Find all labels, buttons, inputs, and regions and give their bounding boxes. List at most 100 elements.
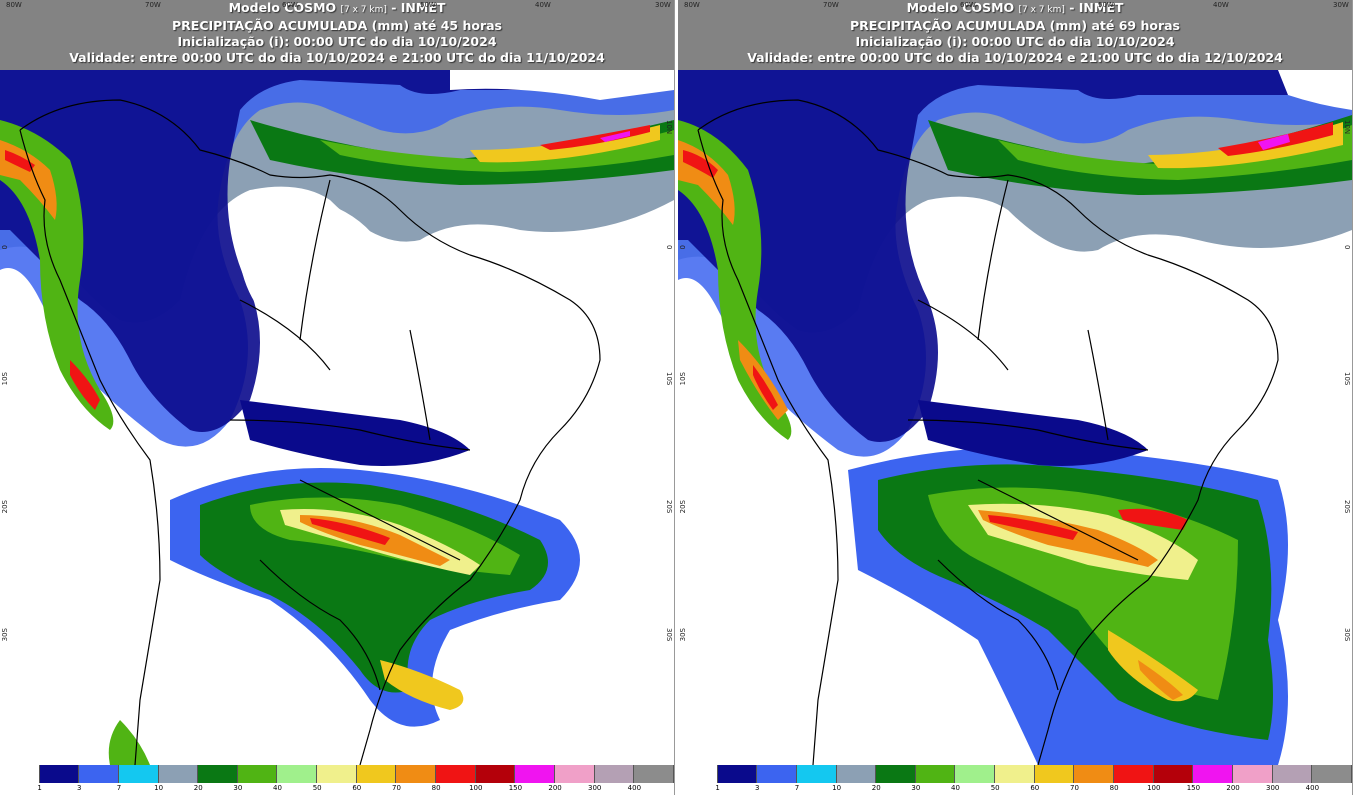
- legend-swatch: [678, 765, 718, 783]
- legend-swatch: [237, 765, 278, 783]
- legend-swatch: [1074, 765, 1115, 783]
- lat-label: 30S: [665, 628, 673, 642]
- map-header-45h: Modelo COSMO [7 x 7 km] - INMET PRECIPIT…: [0, 0, 674, 70]
- lat-label: 0: [665, 245, 673, 250]
- lat-label: 0: [1343, 245, 1351, 250]
- legend-swatch: [955, 765, 996, 783]
- legend-swatch: [634, 765, 674, 783]
- initialization-text: Inicialização (i): 00:00 UTC do dia 10/1…: [177, 34, 497, 49]
- legend-tick-label: 400: [1305, 784, 1320, 792]
- legend-tick-label: 1: [37, 784, 42, 792]
- legend-tick-label: 60: [1030, 784, 1040, 792]
- lat-label: 30S: [1, 628, 9, 642]
- legend-swatch: [1034, 765, 1075, 783]
- legend-tick-label: 200: [1226, 784, 1240, 792]
- legend-swatch: [475, 765, 516, 783]
- legend-swatch: [515, 765, 555, 783]
- initialization-text: Inicialização (i): 00:00 UTC do dia 10/1…: [855, 34, 1175, 49]
- legend-tick-label: 70: [1070, 784, 1079, 792]
- legend-tick-label: 10: [154, 784, 164, 792]
- lat-label: 30S: [1343, 628, 1351, 642]
- validity-text: Validade: entre 00:00 UTC do dia 10/10/2…: [747, 50, 1283, 65]
- lon-label: 30W: [655, 1, 671, 9]
- legend-swatch: [0, 765, 40, 783]
- model-name: Modelo COSMO: [906, 0, 1015, 15]
- lon-label: 60W: [960, 1, 976, 9]
- legend-swatch: [757, 765, 797, 783]
- legend-tick-label: 150: [508, 784, 523, 792]
- legend-tick-label: 50: [990, 784, 1000, 792]
- color-legend: 1 3 7 10 20 30 40 50 60 70 80 100 150 200 300 400: [678, 765, 1352, 795]
- country-borders: [19, 99, 601, 765]
- lat-label: 20S: [1, 500, 9, 514]
- legend-tick-label: 30: [911, 784, 921, 792]
- legend-tick-label: 10: [832, 784, 842, 792]
- legend-swatch: [356, 765, 397, 783]
- legend-tick-label: 3: [77, 784, 82, 792]
- legend-swatch: [1232, 765, 1273, 783]
- legend-tick-label: 50: [312, 784, 322, 792]
- legend-swatches: [678, 765, 1352, 783]
- lon-label: 40W: [535, 1, 551, 9]
- legend-tick-label: 300: [1266, 784, 1280, 792]
- lon-label: 80W: [6, 1, 22, 9]
- lon-label: 50W: [1098, 1, 1114, 9]
- legend-swatch: [594, 765, 635, 783]
- lon-label: 50W: [420, 1, 436, 9]
- legend-tick-label: 100: [1147, 784, 1161, 792]
- legend-swatch: [198, 765, 238, 783]
- lon-label: 70W: [823, 1, 839, 9]
- model-resolution: [7 x 7 km]: [340, 5, 387, 15]
- rain-band-itcz: [250, 120, 674, 185]
- legend-tick-label: 80: [1109, 784, 1119, 792]
- legend-ticks: 1 3 7 10 20 30 40 50 60 70 80 100 150 200 300 400: [0, 784, 674, 794]
- model-name: Modelo COSMO: [228, 0, 337, 15]
- map-panel-45h: Modelo COSMO [7 x 7 km] - INMET PRECIPIT…: [0, 0, 675, 795]
- legend-swatch: [915, 765, 956, 783]
- legend-tick-label: 3: [755, 784, 760, 792]
- legend-swatch: [995, 765, 1035, 783]
- model-source: - INMET: [391, 0, 446, 15]
- lat-label: 20S: [679, 500, 687, 514]
- legend-tick-label: 20: [193, 784, 203, 792]
- legend-swatch: [1114, 765, 1154, 783]
- legend-swatch: [1312, 765, 1352, 783]
- lon-label: 70W: [145, 1, 161, 9]
- lat-label: 20S: [665, 500, 673, 514]
- legend-tick-label: 100: [469, 784, 483, 792]
- legend-swatch: [118, 765, 159, 783]
- legend-ticks: 1 3 7 10 20 30 40 50 60 70 80 100 150 200 300 400: [678, 784, 1352, 794]
- legend-swatch: [1193, 765, 1233, 783]
- legend-swatch: [317, 765, 357, 783]
- color-legend: 1 3 7 10 20 30 40 50 60 70 80 100 150 200 300 400: [0, 765, 674, 795]
- precipitation-map-69h: [678, 0, 1352, 765]
- legend-tick-label: 300: [588, 784, 602, 792]
- legend-tick-label: 40: [273, 784, 282, 792]
- legend-swatch: [79, 765, 119, 783]
- legend-swatches: [0, 765, 674, 783]
- legend-tick-label: 70: [392, 784, 401, 792]
- legend-swatch: [796, 765, 837, 783]
- model-source: - INMET: [1069, 0, 1124, 15]
- lon-label: 40W: [1213, 1, 1229, 9]
- lat-label: 10S: [1343, 372, 1351, 386]
- legend-swatch: [39, 765, 80, 783]
- lat-label: 10N: [665, 120, 673, 135]
- map-header-69h: Modelo COSMO [7 x 7 km] - INMET PRECIPIT…: [678, 0, 1352, 70]
- legend-swatch: [554, 765, 595, 783]
- lon-label: 30W: [1333, 1, 1349, 9]
- lat-label: 30S: [679, 628, 687, 642]
- legend-swatch: [396, 765, 437, 783]
- lat-label: 10S: [679, 372, 687, 386]
- lat-label: 20S: [1343, 500, 1351, 514]
- legend-tick-label: 7: [794, 784, 800, 792]
- legend-swatch: [436, 765, 476, 783]
- precipitation-map-45h: [0, 0, 674, 765]
- lat-label: 10N: [1343, 120, 1351, 135]
- dry-area-brazil: [237, 196, 394, 346]
- legend-tick-label: 7: [116, 784, 122, 792]
- lat-label: 10S: [1, 372, 9, 386]
- legend-swatch: [836, 765, 877, 783]
- lat-label: 0: [679, 245, 687, 250]
- lat-label: 0: [1, 245, 9, 250]
